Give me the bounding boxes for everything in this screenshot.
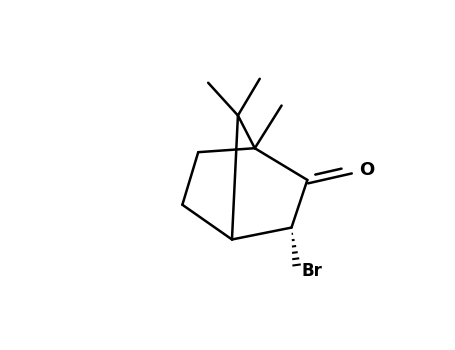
Text: Br: Br xyxy=(301,262,322,280)
Text: O: O xyxy=(359,161,374,179)
